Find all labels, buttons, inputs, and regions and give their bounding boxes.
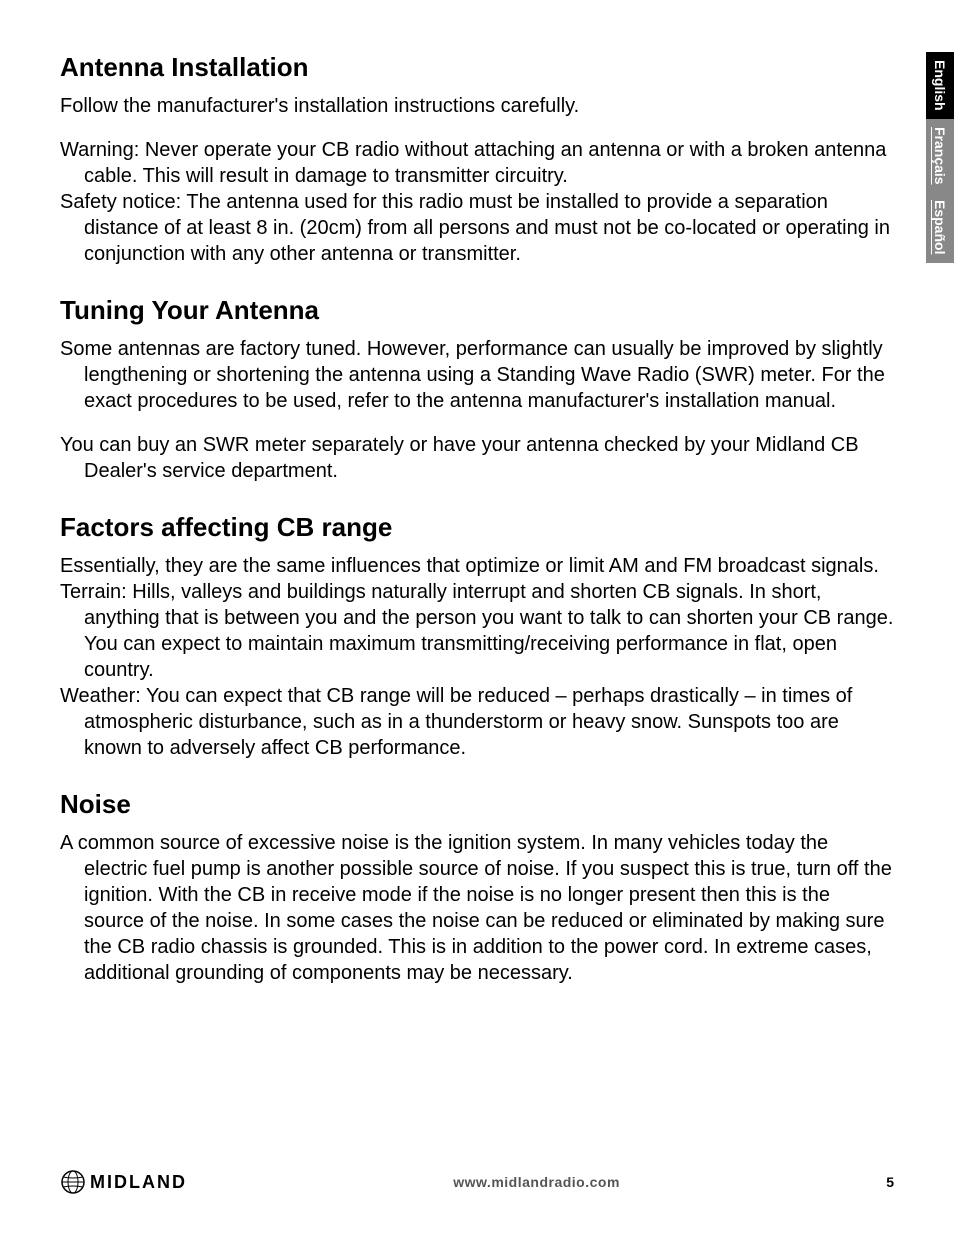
lang-tab-english[interactable]: English <box>926 52 954 119</box>
page-number: 5 <box>886 1174 894 1190</box>
lang-tab-francais[interactable]: Français <box>926 119 954 193</box>
paragraph: Warning: Never operate your CB radio wit… <box>60 137 895 189</box>
brand-name: MIDLAND <box>90 1172 187 1193</box>
paragraph: Weather: You can expect that CB range wi… <box>60 683 895 761</box>
paragraph: Terrain: Hills, valleys and buildings na… <box>60 579 895 683</box>
paragraph: Some antennas are factory tuned. However… <box>60 336 895 414</box>
page-footer: MIDLAND www.midlandradio.com 5 <box>60 1169 894 1195</box>
heading-antenna-installation: Antenna Installation <box>60 52 895 83</box>
heading-tuning-antenna: Tuning Your Antenna <box>60 295 895 326</box>
document-page: English Français Español Antenna Install… <box>0 0 954 1235</box>
paragraph: Essentially, they are the same influence… <box>60 553 895 579</box>
heading-noise: Noise <box>60 789 895 820</box>
globe-icon <box>60 1169 86 1195</box>
brand-logo: MIDLAND <box>60 1169 187 1195</box>
paragraph: Follow the manufacturer's installation i… <box>60 93 895 119</box>
footer-url: www.midlandradio.com <box>453 1174 620 1190</box>
paragraph: Safety notice: The antenna used for this… <box>60 189 895 267</box>
paragraph: A common source of excessive noise is th… <box>60 830 895 986</box>
main-content: Antenna Installation Follow the manufact… <box>60 52 895 986</box>
paragraph: You can buy an SWR meter separately or h… <box>60 432 895 484</box>
lang-tab-espanol[interactable]: Español <box>926 192 954 262</box>
language-tabs: English Français Español <box>926 52 954 263</box>
heading-factors-cb-range: Factors affecting CB range <box>60 512 895 543</box>
